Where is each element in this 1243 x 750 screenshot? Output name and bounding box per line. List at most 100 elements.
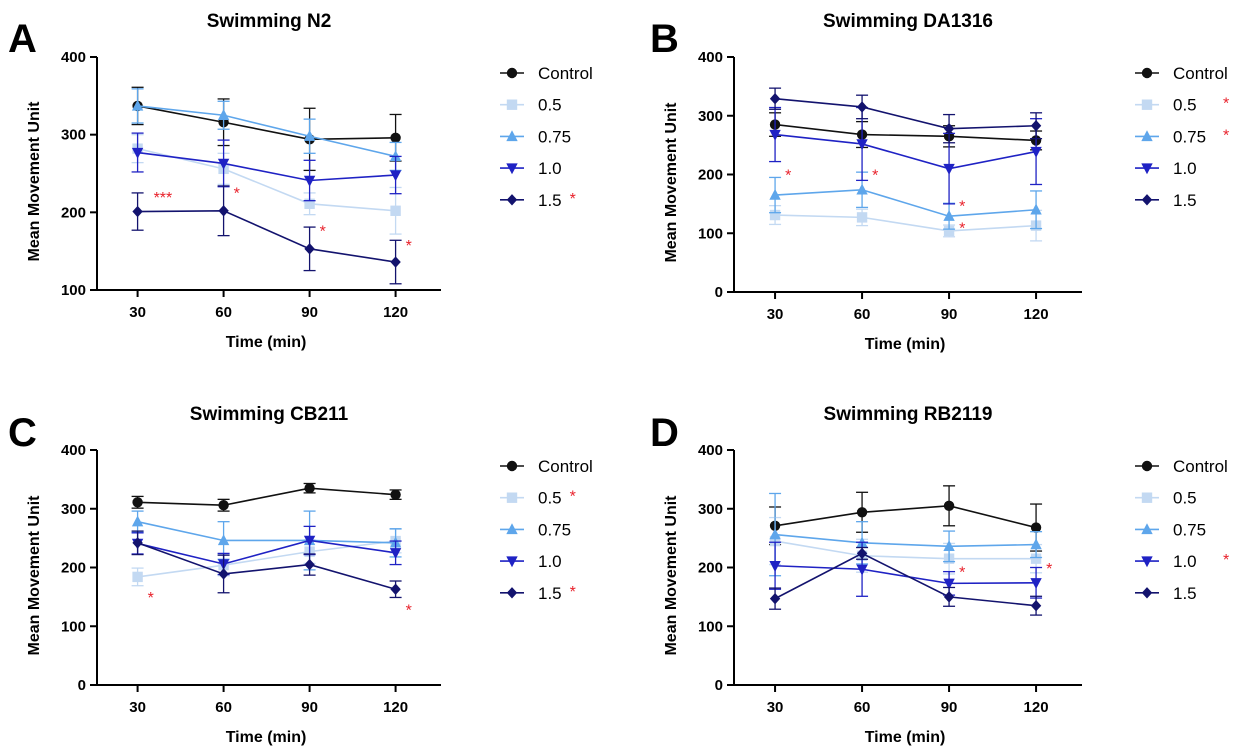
data-point [1030, 578, 1042, 589]
legend-label: Control [1173, 457, 1228, 476]
x-axis-title: Time (min) [226, 334, 307, 351]
legend-item: 1.5 [1135, 584, 1197, 603]
legend-marker [1141, 163, 1153, 175]
legend-marker [506, 460, 518, 472]
y-tick-label: 400 [698, 49, 723, 66]
data-point [856, 212, 868, 223]
legend-item: Control [500, 64, 593, 83]
legend-item: 1.5 [1135, 191, 1197, 210]
x-tick-label: 60 [854, 306, 871, 323]
data-point [1030, 538, 1042, 550]
series-line [774, 540, 1037, 560]
series-line [775, 564, 1037, 585]
significance-marker: * [785, 167, 791, 184]
data-point [856, 547, 868, 560]
series-line [774, 97, 1037, 130]
legend-marker [506, 523, 518, 535]
x-axis-title: Time (min) [865, 729, 946, 746]
data-point [943, 122, 955, 135]
legend-marker [1141, 523, 1153, 535]
significance-marker: * [959, 220, 965, 237]
data-point [390, 132, 401, 143]
chart-title: Swimming N2 [207, 11, 332, 32]
series-1-0 [131, 525, 402, 576]
data-point [1030, 203, 1042, 215]
legend-label: 1.5 [1173, 191, 1197, 210]
y-tick-label: 300 [698, 108, 723, 125]
legend-marker [1141, 130, 1153, 142]
y-tick-label: 0 [715, 284, 723, 301]
legend-label: Control [538, 457, 593, 476]
data-point [1030, 120, 1042, 132]
panel-letter: D [650, 411, 679, 455]
legend-item: 0.5 * [1135, 96, 1229, 115]
data-point [856, 507, 868, 518]
data-point [389, 170, 402, 182]
data-point [217, 109, 230, 120]
significance-marker: * [234, 185, 240, 202]
data-point [769, 528, 781, 540]
data-point [1030, 553, 1042, 564]
chart-title: Swimming RB2119 [824, 404, 993, 425]
data-point [769, 93, 781, 105]
significance-marker: * [406, 238, 412, 255]
x-tick-label: 120 [383, 699, 408, 716]
series-1-5 [131, 185, 402, 285]
legend-marker [506, 492, 518, 503]
y-tick-label: 100 [698, 618, 723, 635]
legend-label: 1.0 [538, 552, 562, 571]
legend-label: 1.0 [538, 159, 562, 178]
y-tick-label: 100 [61, 618, 86, 635]
data-point [389, 150, 402, 162]
series-line [137, 209, 396, 263]
legend: Control 0.5 0.75 1.0 * 1.5 [1135, 457, 1229, 603]
series-line [137, 151, 396, 182]
chart-panel-a: A Swimming N2 100 200 300 400 30 60 90 120 Time (m… [8, 11, 593, 351]
x-tick-label: 90 [941, 699, 958, 716]
legend-item: 1.0 * [1135, 552, 1229, 571]
legend-marker [1141, 67, 1153, 79]
legend-label: 1.0 [1173, 159, 1197, 178]
legend-label: 0.5 [1173, 489, 1197, 508]
data-point [943, 225, 955, 237]
legend-significance-marker: * [570, 489, 576, 506]
x-tick-label: 90 [941, 306, 958, 323]
y-axis-title: Mean Movement Unit [26, 101, 43, 262]
significance-marker: * [959, 199, 965, 216]
legend-label: 1.0 [1173, 552, 1197, 571]
series-line [137, 539, 396, 565]
x-axis-title: Time (min) [226, 729, 307, 746]
x-tick-label: 30 [767, 699, 784, 716]
legend-item: 1.0 [500, 552, 562, 571]
legend-marker [506, 67, 518, 79]
data-point [217, 534, 230, 546]
series-line [774, 552, 1037, 607]
data-point [856, 564, 868, 576]
x-tick-label: 90 [301, 304, 318, 321]
chart-title: Swimming DA1316 [823, 11, 993, 32]
data-point [943, 210, 955, 221]
series-line [774, 505, 1037, 529]
legend-marker [1141, 587, 1153, 599]
data-point [132, 537, 143, 549]
data-point [132, 497, 143, 508]
legend-item: 0.5 * [500, 489, 576, 508]
data-point [943, 500, 955, 512]
data-point [769, 209, 781, 221]
y-tick-label: 100 [61, 282, 86, 299]
series-1-0 [769, 106, 1043, 205]
series-line [137, 540, 396, 578]
y-tick-label: 0 [715, 677, 723, 694]
chart-title: Swimming CB211 [190, 404, 349, 425]
data-point [390, 583, 401, 595]
legend-item: 1.0 [500, 159, 562, 178]
legend-marker [506, 99, 518, 110]
legend-marker [1141, 194, 1153, 206]
chart-panel-c: C Swimming CB211 0 100 200 300 400 30 60 90 120 Tim… [8, 404, 593, 746]
legend-significance-marker: * [1223, 127, 1229, 144]
data-point [218, 568, 229, 580]
legend-item: 0.75 [500, 520, 571, 539]
y-tick-label: 0 [78, 677, 86, 694]
series-control [769, 485, 1043, 552]
data-point [390, 256, 401, 268]
